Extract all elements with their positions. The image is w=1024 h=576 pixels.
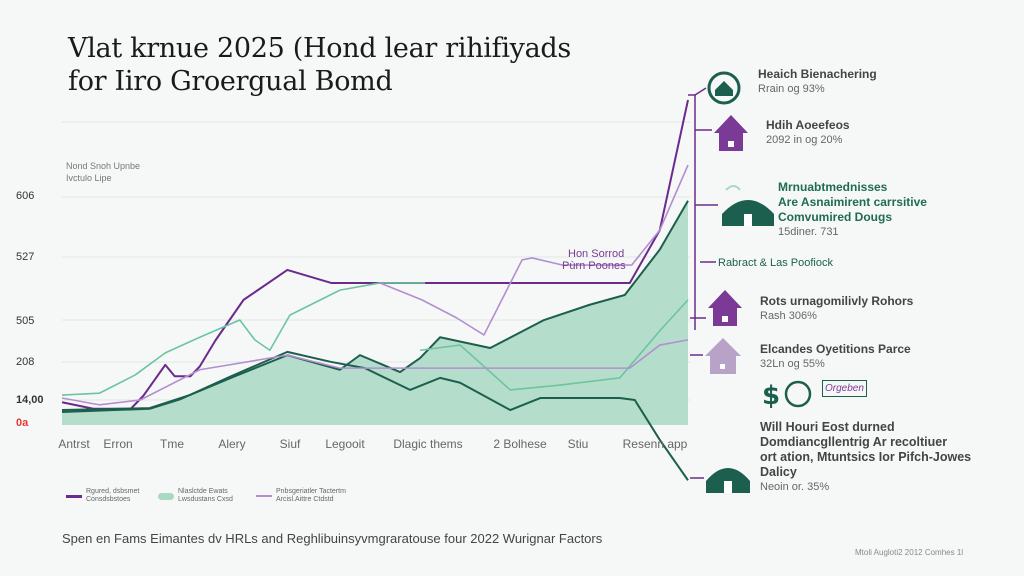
title-line-1: Vlat krnue 2025 (Hond lear rihifiyads <box>68 33 571 64</box>
credit-text: Mtoli Augloti2 2012 Comhes 1l <box>855 548 964 557</box>
legend-label: Rgured, dsbsmet <box>86 488 140 495</box>
house-circle-icon <box>707 71 741 105</box>
annotation-item: Rabract & Las Poofiock <box>718 256 833 271</box>
annotation-title: Mrnuabtmednisses <box>778 180 888 194</box>
legend-label: Arcisl.Aittre Ctdstd <box>276 496 334 503</box>
annotation-sub: Rash 306% <box>760 310 817 322</box>
series-line-light_green <box>61 282 426 396</box>
dollar-icon: $ <box>762 380 812 410</box>
yurt-icon <box>722 185 774 226</box>
annotation-title: ort ation, Mtuntsics Ior Pifch-Jowes <box>760 450 972 464</box>
x-tick: Dlagic thems <box>393 437 463 451</box>
house-icon <box>708 290 742 326</box>
y-tick: 505 <box>16 315 35 327</box>
annotation-sub: 15diner. 731 <box>778 226 839 238</box>
series-line-dark_purple <box>61 99 689 410</box>
legend-item: Pnbsgeriatler Tactertm Arcisl.Aittre Ctds… <box>256 488 346 504</box>
legend-swatch <box>256 495 272 497</box>
annotation-sub: 2092 in og 20% <box>766 134 843 146</box>
legend-label: Lwsdustans Cxsd <box>178 496 233 503</box>
series-line-light_green_low <box>419 299 689 391</box>
series-line-light_purple_low <box>61 339 689 406</box>
annotation-item: Elcandes Oyetitions Parce 32Ln og 55% <box>760 342 911 372</box>
x-tick: Resenn app <box>622 437 688 451</box>
annotation-title: Comvumired Dougs <box>778 210 893 224</box>
annotation-line-2: Pùrn Poones <box>562 260 626 272</box>
x-tick: Stiu <box>567 437 589 451</box>
house-icon <box>714 115 748 151</box>
annotation-sub: Rrain og 93% <box>758 83 825 95</box>
annotation-sub: Neoin or. 35% <box>760 481 830 493</box>
legend-item: Rgured, dsbsmet Consdsbstoes <box>66 488 139 504</box>
annotation-item: Heaich Bienachering Rrain og 93% <box>758 67 877 97</box>
legend-label: Pnbsgeriatler Tactertm <box>276 488 346 495</box>
legend-label: Nlaslctde Ewats <box>178 488 228 495</box>
annotation-title: Elcandes Oyetitions Parce <box>760 342 911 356</box>
annotation-item: Hdih Aoeefeos 2092 in og 20% <box>766 118 850 148</box>
connector-line <box>694 87 707 96</box>
yurt-icon <box>706 468 750 493</box>
annotation-line-1: Hon Sorrod <box>568 248 625 260</box>
title-line-2: for Iiro Groergual Bomd <box>68 66 393 97</box>
y-tick: 0a <box>16 417 29 429</box>
legend-swatch <box>158 492 174 500</box>
y-tick: 14,00 <box>16 394 44 406</box>
footer-caption: Spen en Fams Eimantes dv HRLs and Reghli… <box>62 531 603 546</box>
subtitle-line-1: Nond Snoh Upnbe <box>66 161 141 171</box>
annotation-title: Hdih Aoeefeos <box>766 118 850 132</box>
series-line-dark_green_area <box>61 200 689 412</box>
x-tick: Tme <box>160 437 184 451</box>
annotation-title: Domdiancgllentrig Ar recoltiuer <box>760 435 948 449</box>
annotation-title: Orgeben <box>825 383 864 394</box>
annotation-item: Rots urnagomilivly Rohors Rash 306% <box>760 294 913 324</box>
x-tick: Alery <box>218 437 246 451</box>
chart-title: Vlat krnue 2025 (Hond lear rihifiyads fo… <box>68 32 571 98</box>
annotation-title: Are Asnaimirent carrsitive <box>778 195 927 209</box>
annotation-sub: 32Ln og 55% <box>760 358 825 370</box>
annotation-item: Orgeben <box>822 380 867 397</box>
annotation-title: Dalicy <box>760 465 797 479</box>
legend-item: Nlaslctde Ewats Lwsdustans Cxsd <box>158 488 233 504</box>
x-tick: Siuf <box>279 437 301 451</box>
svg-text:$: $ <box>762 381 780 410</box>
x-tick: Legooit <box>325 437 365 451</box>
legend-label: Consdsbstoes <box>86 496 131 503</box>
legend-swatch <box>66 494 82 498</box>
annotation-item: Mrnuabtmednisses Are Asnaimirent carrsiti… <box>778 180 927 240</box>
y-tick: 208 <box>16 356 35 368</box>
house-light-icon <box>705 338 741 374</box>
annotation-title: Heaich Bienachering <box>758 67 877 81</box>
y-tick: 527 <box>16 251 35 263</box>
annotation-title: Will Houri Eost durned <box>760 420 895 434</box>
x-tick: Erron <box>103 437 133 451</box>
area-fill <box>62 200 688 425</box>
annotation-title: Rots urnagomilivly Rohors <box>760 294 914 308</box>
y-tick: 606 <box>16 190 35 202</box>
chart-annotation: Hon Sorrod Pùrn Poones <box>562 248 626 272</box>
annotation-item: Will Houri Eost durned Domdiancgllentrig … <box>760 420 971 495</box>
x-tick: 2 Bolhese <box>493 437 547 451</box>
x-tick: Antrst <box>58 437 90 451</box>
annotation-title: Rabract & Las Poofiock <box>718 257 833 269</box>
series-line-light_purple <box>379 164 689 336</box>
subtitle-line-2: Ivctulo Lipe <box>66 173 112 183</box>
chart-subtitle: Nond Snoh Upnbe Ivctulo Lipe <box>66 160 140 184</box>
